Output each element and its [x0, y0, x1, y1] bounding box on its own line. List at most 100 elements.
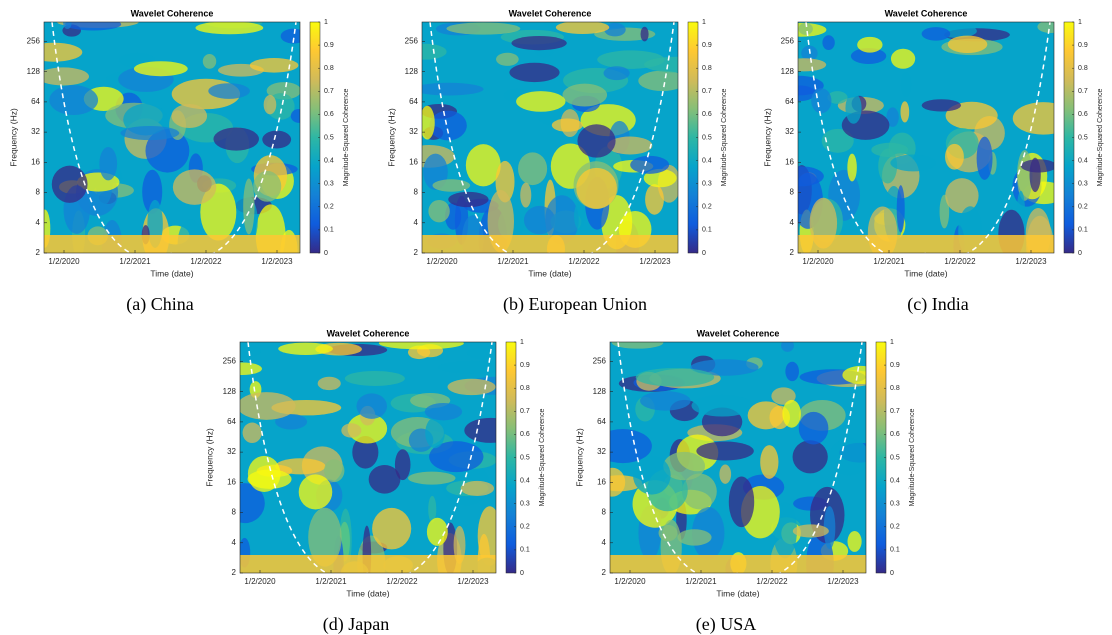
y-tick-label: 16: [785, 157, 794, 166]
field-blob: [195, 22, 264, 35]
y-tick-label: 8: [232, 508, 237, 517]
field-blob: [422, 43, 447, 60]
field-blob: [290, 109, 300, 123]
field-blob: [682, 473, 717, 510]
field-blob: [896, 185, 905, 233]
colorbar-tick-label: 0.3: [1078, 181, 1088, 188]
field-blob: [428, 199, 450, 223]
plot-frame: [609, 341, 867, 574]
field-blob: [576, 167, 617, 209]
cone-of-influence: [247, 342, 493, 573]
field-blob: [520, 182, 532, 208]
y-tick-label: 32: [785, 127, 794, 136]
field-blob: [429, 110, 467, 141]
coherence-field: [610, 342, 866, 573]
chart-title: Wavelet Coherence: [885, 8, 968, 18]
field-blob: [465, 144, 501, 187]
cone-of-influence: [429, 22, 675, 253]
y-tick-label: 32: [227, 447, 236, 456]
x-tick-label: 1/2/2021: [685, 577, 717, 586]
field-blob: [242, 422, 262, 443]
field-blob: [847, 531, 862, 552]
colorbar-tick-label: 0.7: [1078, 88, 1088, 95]
y-tick-label: 4: [232, 538, 237, 547]
field-blob: [453, 525, 466, 564]
field-blob: [640, 391, 691, 411]
y-tick-label: 16: [409, 157, 418, 166]
x-tick-label: 1/2/2020: [48, 257, 80, 266]
colorbar-label: Magnitude-Squared Coherence: [1097, 89, 1104, 187]
field-blob: [827, 91, 848, 104]
field-blob: [677, 529, 712, 546]
field-blob: [51, 165, 88, 203]
field-band: [610, 555, 866, 573]
y-tick-label: 64: [785, 97, 794, 106]
field-blob: [945, 101, 998, 130]
colorbar-tick-label: 0.3: [702, 181, 712, 188]
field-blob: [243, 178, 255, 235]
field-blob: [460, 480, 495, 496]
field-blob: [886, 107, 899, 127]
x-tick-label: 1/2/2023: [639, 257, 671, 266]
colorbar-tick-label: 0.6: [520, 431, 530, 438]
coherence-field: [240, 342, 496, 573]
colorbar-tick-label: 0.5: [324, 134, 334, 141]
field-blob: [408, 471, 456, 485]
y-tick-label: 8: [790, 188, 795, 197]
plot-frame: [43, 21, 301, 254]
field-blob: [262, 130, 292, 149]
chart-title: Wavelet Coherence: [131, 8, 214, 18]
field-blob: [945, 143, 964, 170]
field-blob: [785, 361, 800, 382]
field-blob: [640, 26, 649, 42]
field-blob: [645, 184, 664, 215]
field-blob: [635, 368, 715, 387]
colorbar-tick-label: 0.4: [324, 157, 334, 164]
field-blob: [829, 438, 866, 476]
x-tick-label: 1/2/2022: [568, 257, 600, 266]
x-tick-label: 1/2/2021: [315, 577, 347, 586]
colorbar-tick-label: 0.6: [890, 431, 900, 438]
colorbar-tick-label: 0.6: [1078, 111, 1088, 118]
colorbar-tick-label: 0.1: [520, 547, 530, 554]
colorbar-label: Magnitude-Squared Coherence: [909, 409, 916, 507]
field-blob: [821, 128, 854, 153]
field-blob: [900, 101, 910, 123]
field-blob: [352, 435, 379, 469]
colorbar-tick-label: 0.8: [1078, 65, 1088, 72]
field-blob: [1029, 157, 1041, 193]
colorbar-tick-label: 0.3: [324, 181, 334, 188]
y-tick-label: 64: [597, 417, 606, 426]
x-tick-label: 1/2/2022: [756, 577, 788, 586]
field-blob: [240, 392, 296, 420]
field-blob: [171, 103, 208, 129]
field-blob: [976, 136, 993, 180]
field-blob: [202, 53, 217, 69]
field-blob: [341, 423, 362, 438]
field-blob: [890, 48, 916, 69]
field-blob: [610, 429, 652, 464]
colorbar-tick-label: 0.9: [890, 362, 900, 369]
y-tick-label: 256: [593, 357, 607, 366]
field-blob: [545, 195, 579, 245]
colorbar-tick-label: 0.7: [890, 408, 900, 415]
field-blob: [99, 146, 118, 181]
colorbar-label: Magnitude-Squared Coherence: [343, 89, 350, 187]
plot-frame: [421, 21, 679, 254]
coherence-field: [44, 22, 300, 253]
field-blob: [378, 342, 464, 350]
x-tick-label: 1/2/2022: [190, 257, 222, 266]
field-blob: [263, 94, 277, 115]
field-blob: [446, 22, 521, 35]
y-tick-label: 128: [593, 387, 607, 396]
x-tick-label: 1/2/2023: [827, 577, 859, 586]
field-blob: [49, 85, 99, 115]
y-tick-label: 2: [602, 568, 607, 577]
colorbar-tick-label: 0.1: [1078, 227, 1088, 234]
colorbar-tick-label: 0.7: [520, 408, 530, 415]
field-blob: [120, 125, 180, 141]
field-blob: [921, 27, 951, 41]
field-blob: [574, 202, 585, 230]
colorbar-tick-label: 0: [890, 570, 894, 577]
y-tick-label: 2: [232, 568, 237, 577]
